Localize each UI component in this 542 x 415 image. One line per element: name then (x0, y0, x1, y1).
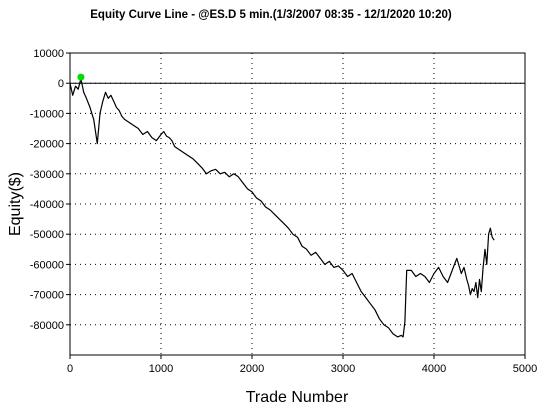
y-tick-label: 0 (58, 78, 64, 90)
y-tick-label: 10000 (33, 48, 64, 60)
y-tick-label: -20000 (30, 139, 64, 151)
x-tick-label: 0 (67, 363, 73, 375)
plot-area (69, 52, 526, 356)
x-tick-label: 3000 (331, 363, 355, 375)
axis-ticks: 100000-10000-20000-30000-40000-50000-600… (30, 48, 538, 375)
grid-lines (70, 52, 525, 355)
x-tick-label: 4000 (422, 363, 446, 375)
equity-series-line (69, 78, 495, 338)
y-tick-label: -10000 (30, 108, 64, 120)
chart-title: Equity Curve Line - @ES.D 5 min.(1/3/200… (90, 9, 452, 21)
y-axis-label: Equity($) (7, 172, 24, 236)
y-tick-label: -70000 (30, 290, 64, 302)
x-axis-label: Trade Number (246, 389, 349, 406)
x-tick-label: 5000 (513, 363, 537, 375)
y-tick-label: -60000 (30, 259, 64, 271)
y-tick-label: -50000 (30, 229, 64, 241)
y-tick-label: -80000 (30, 320, 64, 332)
equity-high-point (77, 73, 85, 81)
series-layer (69, 73, 495, 338)
x-tick-label: 1000 (149, 363, 173, 375)
x-tick-label: 2000 (240, 363, 264, 375)
y-tick-label: -30000 (30, 169, 64, 181)
y-tick-label: -40000 (30, 199, 64, 211)
